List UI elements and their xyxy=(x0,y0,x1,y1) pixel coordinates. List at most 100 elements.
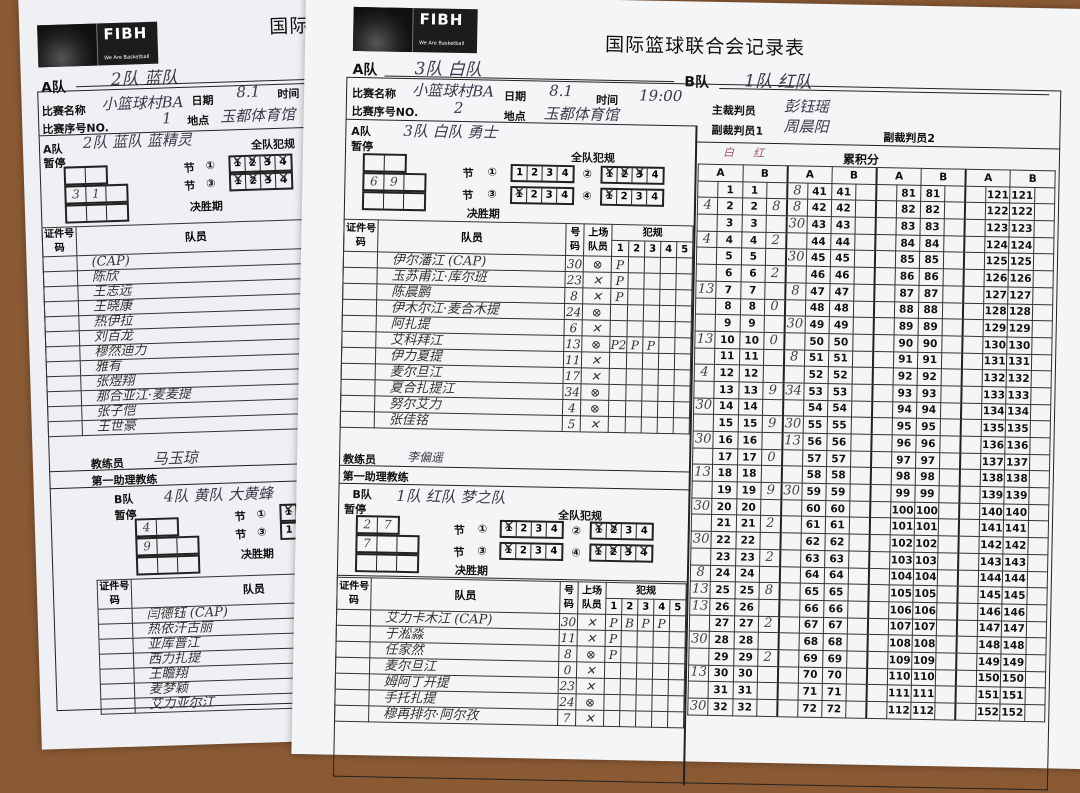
team-b-scorer-mark[interactable] xyxy=(761,465,782,483)
team-b-scorer-mark[interactable] xyxy=(849,517,870,535)
team-b-scorer-mark[interactable] xyxy=(854,250,876,268)
player-foul[interactable] xyxy=(676,257,693,274)
team-a-score-cell[interactable]: 8 xyxy=(715,297,741,316)
team-b-score-cell[interactable]: 108 xyxy=(912,635,937,653)
team-b-score-cell[interactable]: 15 xyxy=(737,415,763,433)
team-a-score-cell[interactable]: 127 xyxy=(983,286,1009,304)
team-a-scorer-mark[interactable] xyxy=(689,614,710,632)
team-a-score-cell[interactable]: 6 xyxy=(716,264,741,282)
team-a-score-cell[interactable]: 84 xyxy=(895,234,921,252)
player-foul[interactable] xyxy=(675,273,693,290)
team-a-score-cell[interactable]: 142 xyxy=(978,536,1004,554)
team-a-score-cell[interactable]: 53 xyxy=(803,383,828,401)
team-b-scorer-mark[interactable] xyxy=(943,268,964,286)
team-a-score-cell[interactable]: 135 xyxy=(981,419,1006,438)
player-foul[interactable] xyxy=(657,401,674,418)
team-foul-box[interactable]: 3 xyxy=(260,155,276,171)
team-b-scorer-mark[interactable] xyxy=(1033,237,1054,255)
team-a-scorer-mark[interactable] xyxy=(778,632,799,651)
team-b-score-cell[interactable]: 18 xyxy=(736,465,762,483)
player-foul[interactable] xyxy=(610,304,628,321)
team-a-scorer-mark[interactable] xyxy=(964,235,985,254)
team-a-scorer-mark[interactable] xyxy=(867,617,889,636)
team-b-score-cell[interactable]: 11 xyxy=(739,348,764,366)
team-a-score-cell[interactable]: 71 xyxy=(797,683,823,701)
team-b-scorer-mark[interactable] xyxy=(756,682,778,700)
team-b-scorer-mark[interactable] xyxy=(1026,587,1048,605)
team-b-scorer-mark[interactable] xyxy=(943,285,964,303)
team-b-score-cell[interactable]: 30 xyxy=(732,665,758,683)
team-a-scorer-mark[interactable]: 30 xyxy=(785,249,807,267)
team-a-score-cell[interactable]: 146 xyxy=(977,603,1003,621)
team-b-score-cell[interactable]: 151 xyxy=(1000,687,1025,705)
team-a-scorer-mark[interactable] xyxy=(688,681,709,699)
team-b-scorer-mark[interactable] xyxy=(759,565,780,583)
team-a-scorer-mark[interactable] xyxy=(960,452,981,470)
team-b-scorer-mark[interactable] xyxy=(1024,687,1046,705)
timeout-box[interactable]: 6 xyxy=(364,174,385,190)
team-a-score-cell[interactable]: 56 xyxy=(802,433,827,451)
team-b-scorer-mark[interactable] xyxy=(851,417,872,435)
team-b-score-cell[interactable]: 4 xyxy=(741,231,766,249)
team-a-scorer-mark[interactable] xyxy=(960,436,982,454)
team-b-scorer-mark[interactable] xyxy=(944,202,966,220)
player-foul[interactable] xyxy=(643,273,661,290)
team-b-score-cell[interactable]: 87 xyxy=(918,285,944,303)
team-b-scorer-mark[interactable] xyxy=(935,702,956,720)
team-b-score-cell[interactable]: 32 xyxy=(732,698,757,716)
team-a-scorer-mark[interactable] xyxy=(696,264,717,282)
team-a-score-cell[interactable]: 133 xyxy=(981,386,1007,404)
team-foul-box[interactable]: 1 xyxy=(591,523,607,538)
team-a-score-cell[interactable]: 86 xyxy=(894,267,920,286)
team-b-scorer-mark[interactable]: 2 xyxy=(757,649,779,667)
team-b-scorer-mark[interactable] xyxy=(939,485,960,503)
team-a-scorer-mark[interactable]: 8 xyxy=(690,564,711,582)
timeout-box[interactable] xyxy=(86,167,106,183)
team-foul-box[interactable]: 2 xyxy=(245,174,262,189)
player-foul[interactable] xyxy=(636,678,653,696)
team-foul-box[interactable]: 3 xyxy=(632,190,648,205)
team-b-scorer-mark[interactable] xyxy=(936,602,958,620)
team-a-score-cell[interactable]: 101 xyxy=(889,518,915,536)
team-a-scorer-mark[interactable] xyxy=(872,384,893,402)
team-b-score-cell[interactable]: 26 xyxy=(734,598,759,616)
team-a-score-cell[interactable]: 111 xyxy=(886,685,912,703)
player-on-court[interactable]: ✕ xyxy=(583,271,612,289)
team-b-score-cell[interactable]: 20 xyxy=(736,498,761,516)
team-b-scorer-mark[interactable]: 0 xyxy=(763,332,785,350)
team-a-score-cell[interactable]: 148 xyxy=(976,636,1002,654)
team-a-score-cell[interactable]: 20 xyxy=(711,498,737,516)
team-foul-box[interactable]: 3 xyxy=(531,544,547,559)
timeout-box[interactable] xyxy=(383,193,405,209)
team-a-score-cell[interactable]: 66 xyxy=(799,599,824,618)
team-b-scorer-mark[interactable] xyxy=(941,369,963,387)
team-a-score-cell[interactable]: 13 xyxy=(714,381,739,399)
team-a-scorer-mark[interactable] xyxy=(866,684,888,702)
team-foul-box[interactable]: 3 xyxy=(621,546,637,561)
team-a-score-cell[interactable]: 24 xyxy=(710,564,736,583)
team-b-scorer-mark[interactable] xyxy=(1031,320,1053,338)
player-foul[interactable] xyxy=(674,369,691,386)
team-b-score-cell[interactable]: 19 xyxy=(736,481,762,500)
player-foul[interactable] xyxy=(667,695,685,712)
team-a-scorer-mark[interactable] xyxy=(866,668,888,686)
player-foul[interactable]: P xyxy=(610,288,628,305)
team-a-score-cell[interactable]: 112 xyxy=(886,701,912,719)
team-a-scorer-mark[interactable]: 13 xyxy=(689,581,711,599)
team-a-score-cell[interactable]: 82 xyxy=(896,201,921,219)
team-b-score-cell[interactable]: 143 xyxy=(1002,553,1028,571)
team-a-score-cell[interactable]: 69 xyxy=(798,650,823,668)
team-b-score-cell[interactable]: 146 xyxy=(1001,603,1027,622)
player-foul[interactable] xyxy=(641,385,659,402)
team-a-scorer-mark[interactable]: 30 xyxy=(691,497,713,515)
team-a-scorer-mark[interactable] xyxy=(693,380,715,399)
team-b-score-cell[interactable]: 16 xyxy=(737,431,763,450)
team-a-score-cell[interactable]: 63 xyxy=(800,549,825,568)
timeout-box[interactable] xyxy=(397,556,417,571)
timeout-box[interactable]: 9 xyxy=(137,538,158,555)
team-foul-box[interactable]: 1 xyxy=(602,167,618,183)
player-foul[interactable] xyxy=(641,401,658,418)
team-b-score-cell[interactable]: 130 xyxy=(1006,336,1032,355)
team-b-score-cell[interactable]: 50 xyxy=(828,333,854,351)
team-a-scorer-mark[interactable] xyxy=(962,352,983,370)
